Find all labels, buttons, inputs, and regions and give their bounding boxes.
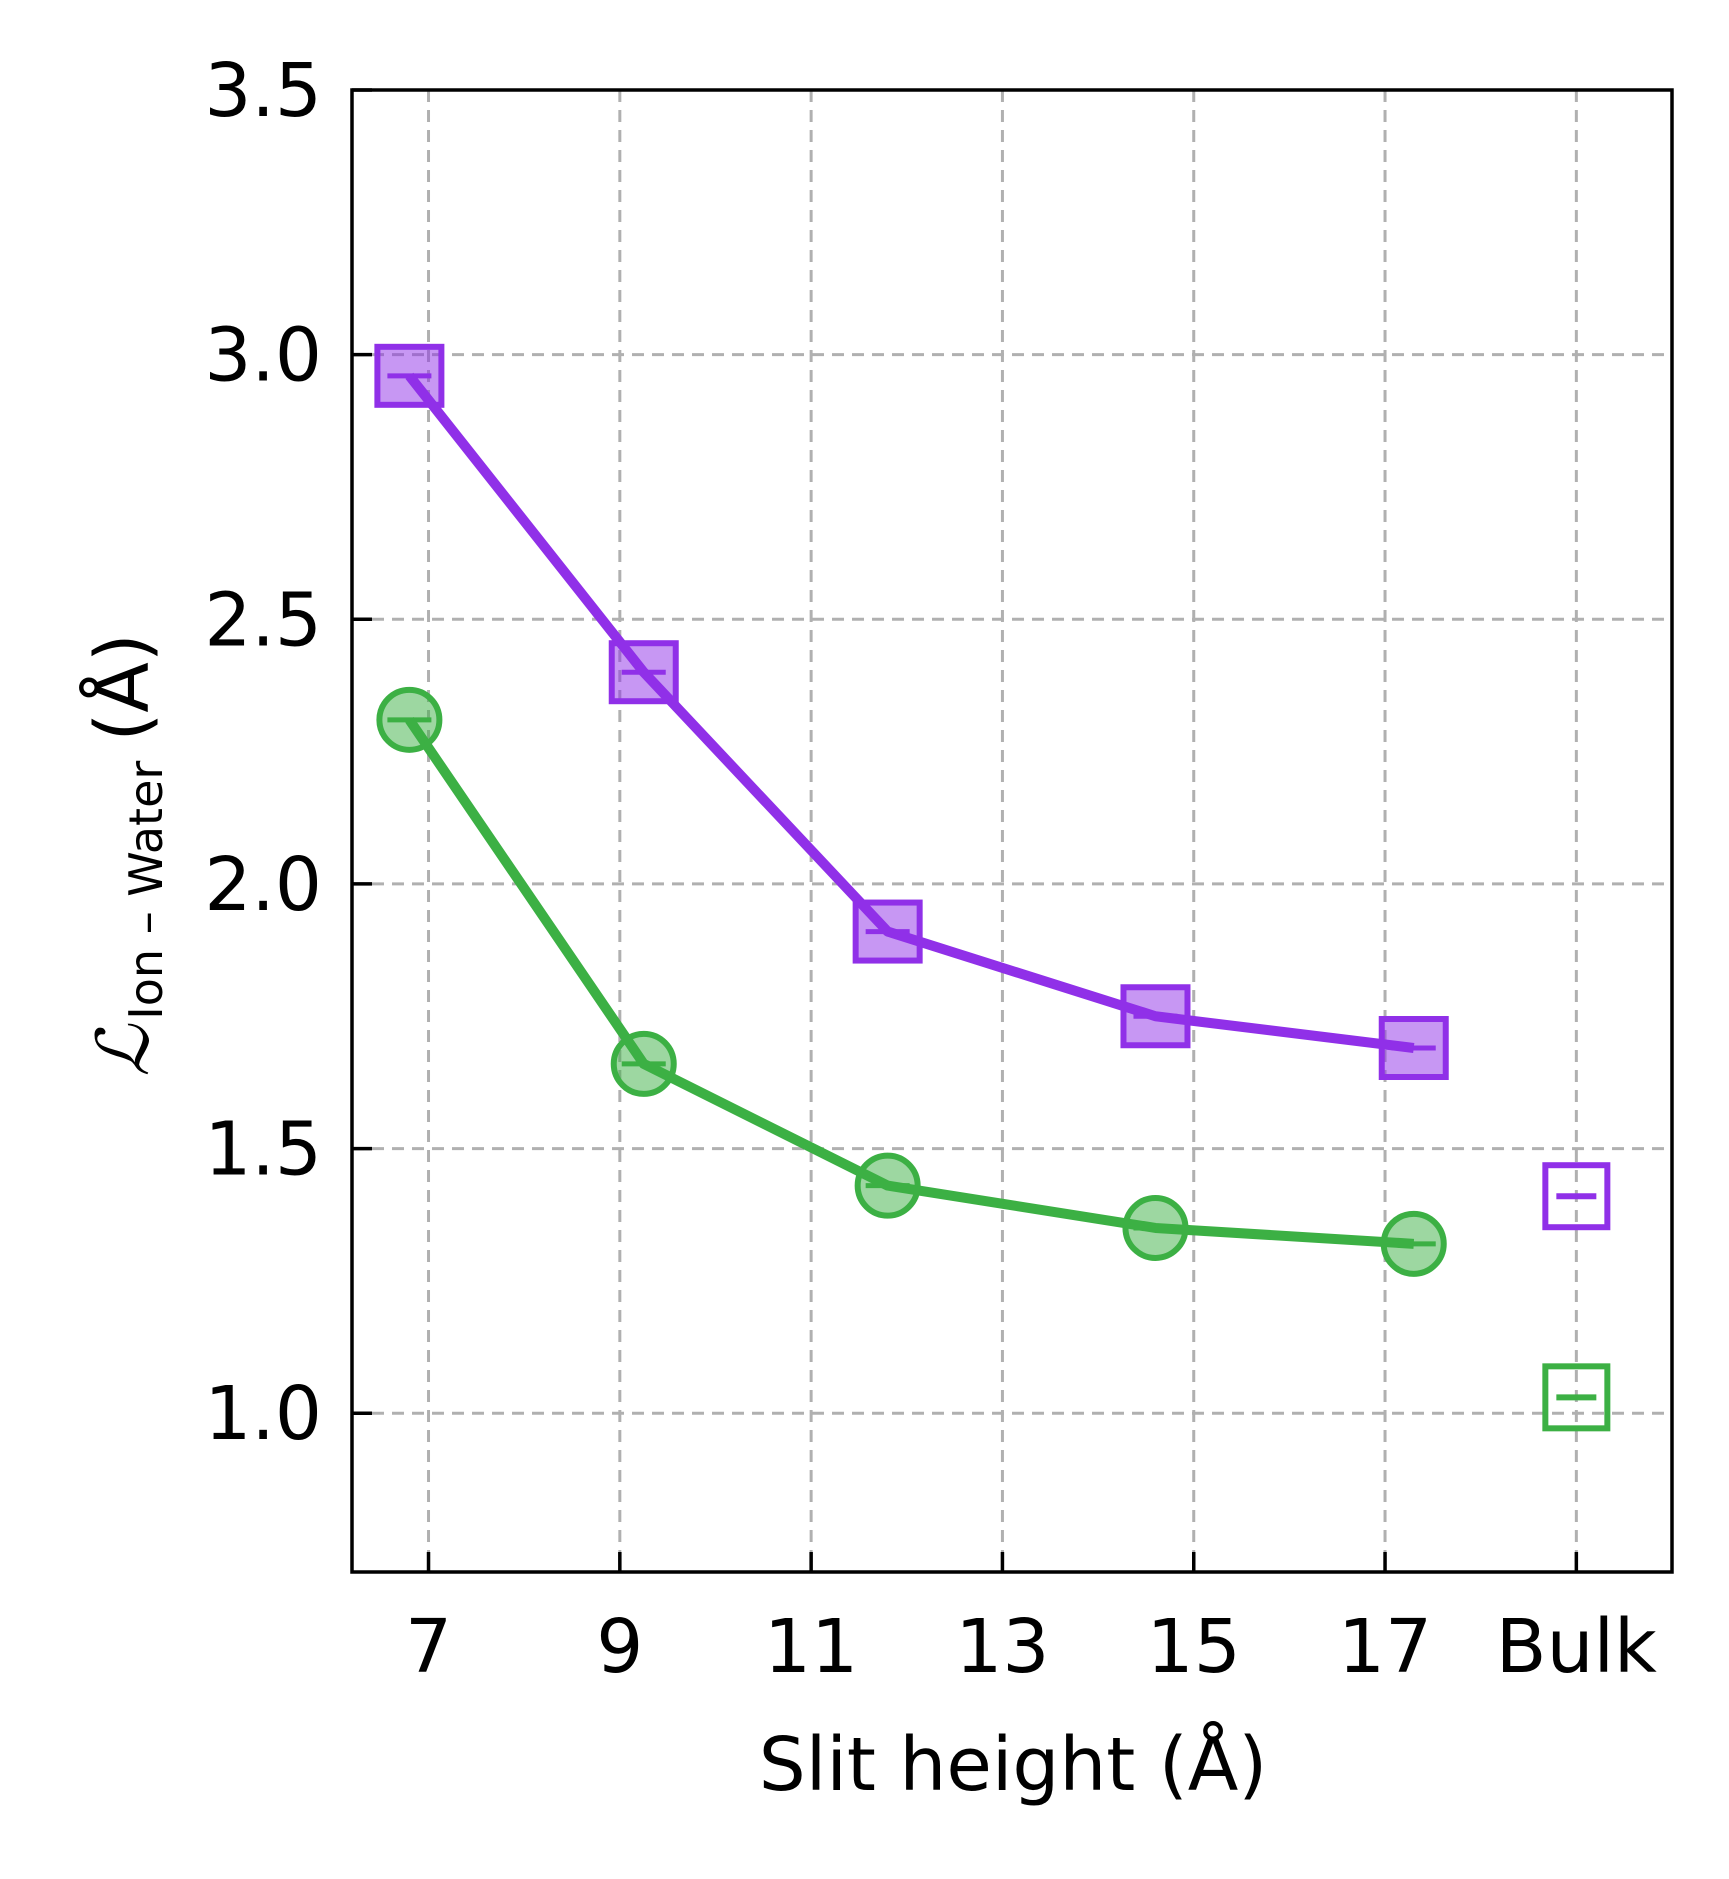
plot-frame [350, 88, 1674, 1574]
y-tick-label: 3.5 [204, 48, 322, 134]
x-tick-label: 15 [1147, 1604, 1241, 1690]
x-tick-label: 13 [955, 1604, 1049, 1690]
grid [352, 88, 1672, 1572]
y-axis-label-subscript: Ion – Water [119, 761, 173, 1020]
bulk-point-square [1542, 1162, 1611, 1231]
y-axis-label-unit: (Å) [78, 633, 166, 741]
y-axis-label: ℒ Ion – Water (Å) [78, 633, 173, 1077]
x-tick-label: 17 [1338, 1604, 1432, 1690]
y-tick-label: 2.5 [204, 577, 322, 663]
y-axis-label-symbol: ℒ [81, 1023, 165, 1077]
x-tick-label: Bulk [1496, 1604, 1657, 1690]
x-tick-label: 9 [596, 1604, 643, 1690]
x-tick-label: 11 [764, 1604, 858, 1690]
y-tick-label: 3.0 [204, 313, 322, 399]
y-tick-label: 1.5 [204, 1107, 322, 1193]
axes: 7 9 11 13 15 17 Bulk 1.0 1.5 2.0 2.5 3.0 3.5 [204, 48, 1674, 1690]
x-axis-label: Slit height (Å) [759, 1720, 1267, 1808]
x-tick-label: 7 [405, 1604, 452, 1690]
y-tick-label: 1.0 [204, 1371, 322, 1457]
y-tick-label: 2.0 [204, 842, 322, 928]
bulk-point-square [1542, 1363, 1611, 1432]
series-layer [374, 343, 1611, 1432]
